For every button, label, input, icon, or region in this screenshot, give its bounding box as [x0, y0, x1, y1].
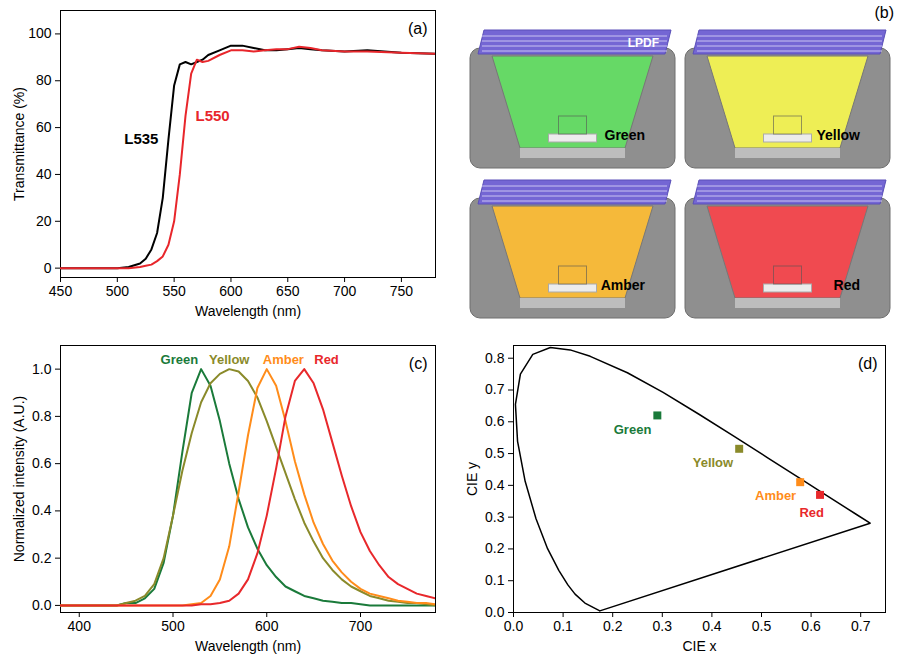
- svg-text:CIE x: CIE x: [682, 638, 716, 654]
- svg-text:Wavelength (nm): Wavelength (nm): [195, 303, 301, 319]
- svg-text:L550: L550: [196, 107, 230, 124]
- svg-text:Amber: Amber: [601, 277, 646, 293]
- svg-text:700: 700: [349, 618, 373, 634]
- svg-text:700: 700: [333, 283, 357, 299]
- svg-text:LPDF: LPDF: [628, 36, 659, 50]
- svg-text:0: 0: [44, 260, 52, 276]
- svg-text:0.0: 0.0: [504, 618, 524, 634]
- svg-text:750: 750: [390, 283, 414, 299]
- svg-text:Normalized intensity (A.U.): Normalized intensity (A.U.): [11, 396, 27, 563]
- svg-text:450: 450: [49, 283, 73, 299]
- svg-text:0.6: 0.6: [485, 413, 505, 429]
- svg-text:CIE y: CIE y: [464, 462, 480, 496]
- svg-text:20: 20: [36, 213, 52, 229]
- svg-text:0.0: 0.0: [32, 597, 52, 613]
- svg-text:0.5: 0.5: [485, 445, 505, 461]
- svg-text:0.4: 0.4: [702, 618, 722, 634]
- svg-text:500: 500: [161, 618, 185, 634]
- svg-text:0.7: 0.7: [851, 618, 871, 634]
- svg-text:Red: Red: [799, 505, 824, 520]
- svg-text:0.1: 0.1: [485, 572, 505, 588]
- svg-text:Green: Green: [605, 127, 645, 143]
- svg-text:Green: Green: [614, 422, 652, 437]
- svg-text:0.2: 0.2: [603, 618, 623, 634]
- svg-text:100: 100: [28, 25, 52, 41]
- svg-text:Green: Green: [161, 352, 199, 367]
- svg-text:0.8: 0.8: [32, 408, 52, 424]
- svg-text:0.3: 0.3: [653, 618, 673, 634]
- svg-text:0.7: 0.7: [485, 381, 505, 397]
- svg-text:0.2: 0.2: [32, 550, 52, 566]
- svg-text:Amber: Amber: [755, 488, 796, 503]
- svg-text:Yellow: Yellow: [693, 455, 734, 470]
- svg-text:Red: Red: [314, 352, 339, 367]
- svg-text:650: 650: [276, 283, 300, 299]
- svg-text:0.3: 0.3: [485, 509, 505, 525]
- svg-text:0.0: 0.0: [485, 604, 505, 620]
- svg-text:500: 500: [106, 283, 130, 299]
- svg-text:Amber: Amber: [263, 352, 304, 367]
- svg-text:1.0: 1.0: [32, 361, 52, 377]
- svg-text:600: 600: [255, 618, 279, 634]
- svg-text:0.8: 0.8: [485, 350, 505, 366]
- svg-text:0.4: 0.4: [32, 502, 52, 518]
- svg-text:0.4: 0.4: [485, 477, 505, 493]
- svg-text:60: 60: [36, 119, 52, 135]
- svg-text:600: 600: [219, 283, 243, 299]
- svg-text:(a): (a): [408, 20, 428, 37]
- svg-text:40: 40: [36, 166, 52, 182]
- svg-text:80: 80: [36, 72, 52, 88]
- svg-text:(c): (c): [409, 355, 428, 372]
- svg-text:Transmittance (%): Transmittance (%): [11, 87, 27, 201]
- svg-text:(b): (b): [874, 4, 894, 21]
- svg-text:0.5: 0.5: [752, 618, 772, 634]
- svg-text:Red: Red: [834, 277, 860, 293]
- svg-text:Yellow: Yellow: [816, 127, 860, 143]
- svg-text:0.1: 0.1: [553, 618, 573, 634]
- svg-text:0.6: 0.6: [801, 618, 821, 634]
- svg-text:0.6: 0.6: [32, 455, 52, 471]
- svg-text:0.2: 0.2: [485, 540, 505, 556]
- svg-text:Wavelength (nm): Wavelength (nm): [195, 638, 301, 654]
- svg-text:Yellow: Yellow: [209, 352, 250, 367]
- svg-text:L535: L535: [124, 130, 158, 147]
- svg-text:550: 550: [162, 283, 186, 299]
- svg-text:400: 400: [68, 618, 92, 634]
- svg-text:(d): (d): [858, 355, 878, 372]
